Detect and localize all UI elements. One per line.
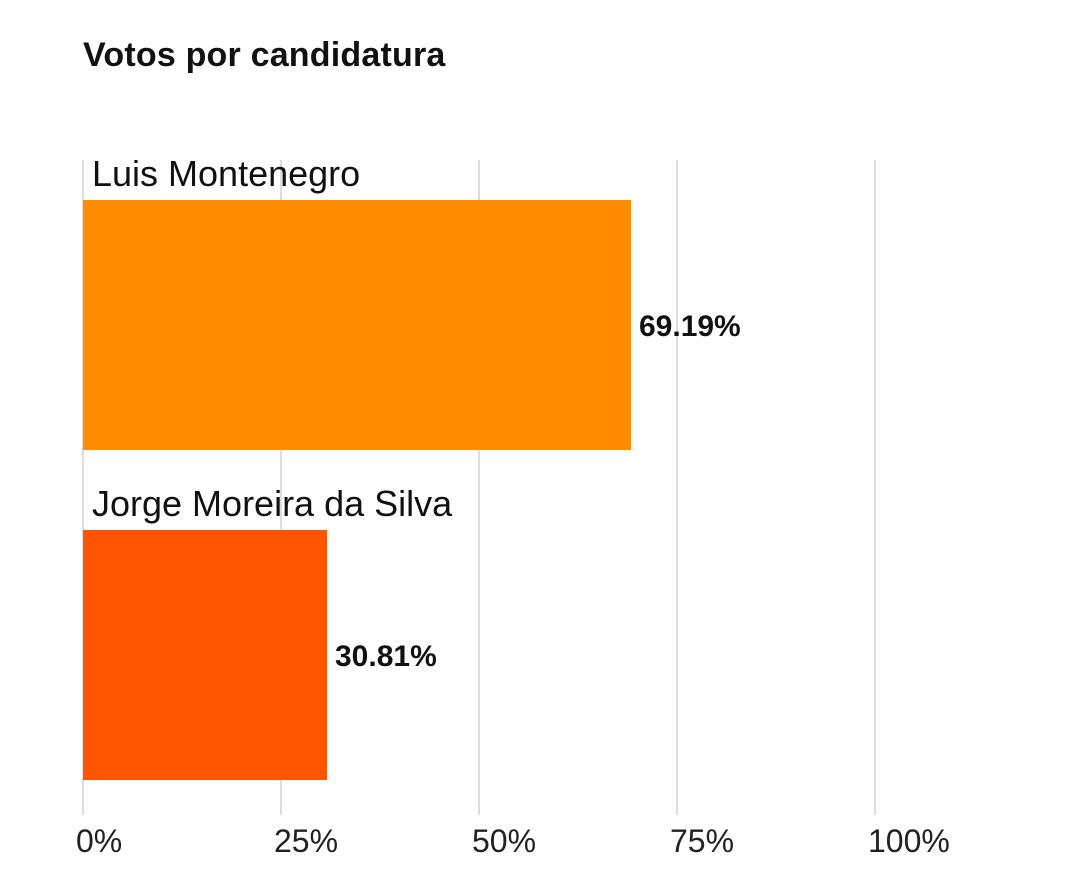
value-label-0: 69.19% bbox=[639, 310, 741, 343]
x-tick-label-25: 25% bbox=[274, 823, 338, 859]
category-label-1: Jorge Moreira da Silva bbox=[92, 483, 453, 524]
bars: Luis Montenegro 69.19% Jorge Moreira da Si… bbox=[83, 153, 741, 780]
x-tick-label-75: 75% bbox=[670, 823, 734, 859]
bar-0 bbox=[83, 200, 631, 450]
chart-title: Votos por candidatura bbox=[83, 36, 446, 74]
x-axis-ticks: 0% 25% 50% 75% 100% bbox=[76, 823, 950, 859]
value-label-1: 30.81% bbox=[335, 640, 437, 673]
x-tick-label-100: 100% bbox=[868, 823, 950, 859]
x-tick-label-0: 0% bbox=[76, 823, 122, 859]
category-label-0: Luis Montenegro bbox=[92, 153, 360, 194]
bar-1 bbox=[83, 530, 328, 780]
x-tick-label-50: 50% bbox=[472, 823, 536, 859]
